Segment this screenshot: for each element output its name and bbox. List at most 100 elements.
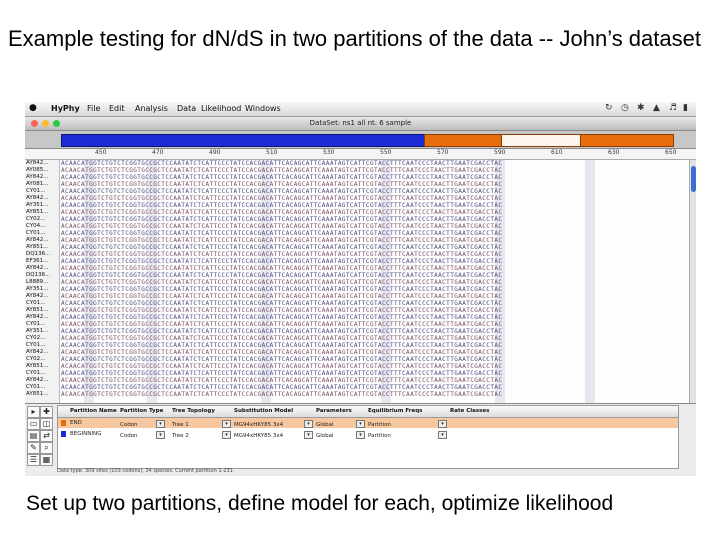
sequence-name[interactable]: L8889...	[26, 279, 49, 285]
sequence-row[interactable]: ACAACATGGTCTGTCTCGGTGCCGCTCCAATATCTCATTC…	[61, 174, 503, 181]
sequence-name[interactable]: CY02...	[26, 335, 46, 341]
battery-icon[interactable]: ▮	[683, 103, 688, 113]
sequence-row[interactable]: ACAACATGGTCTGTCTCGGTGCCGCTCCAATATCTCATTC…	[61, 293, 503, 300]
header-tree-topology[interactable]: Tree Topology	[172, 408, 215, 414]
sequence-name[interactable]: AY842...	[26, 377, 49, 383]
bluetooth-icon[interactable]: ✱	[637, 103, 645, 113]
window-minimize-button[interactable]	[42, 120, 49, 127]
menu-analysis[interactable]: Analysis	[135, 104, 168, 113]
sequence-row[interactable]: ACAACATGGTCTGTCTCGGTGCCGCTCCAATATCTCATTC…	[61, 244, 503, 251]
sync-icon[interactable]: ↻	[605, 103, 613, 113]
sequence-name[interactable]: EF361...	[26, 258, 49, 264]
sequence-name[interactable]: AY842...	[26, 314, 49, 320]
sequence-row[interactable]: ACAACATGGTCTGTCTCGGTGCCGCTCCAATATCTCATTC…	[61, 307, 503, 314]
window-close-button[interactable]	[31, 120, 38, 127]
edit-tool-icon[interactable]: ✎	[27, 442, 40, 454]
sequence-name[interactable]: AY842...	[26, 174, 49, 180]
partition-position-bar[interactable]	[25, 131, 696, 149]
sequence-name[interactable]: CY01...	[26, 370, 46, 376]
sequence-name[interactable]: AY842...	[26, 195, 49, 201]
add-partition-icon[interactable]: ✚	[40, 406, 53, 418]
chevron-down-icon[interactable]: ▾	[438, 420, 447, 428]
sequence-row[interactable]: ACAACATGGTCTGTCTCGGTGCCGCTCCAATATCTCATTC…	[61, 391, 503, 398]
swap-tool-icon[interactable]: ⇄	[40, 430, 53, 442]
sequence-name[interactable]: AY081...	[26, 181, 49, 187]
sequence-name[interactable]: CY01...	[26, 230, 46, 236]
sequence-row[interactable]: ACAACATGGTCTGTCTCGGTGCCGCTCCAATATCTCATTC…	[61, 230, 503, 237]
menu-tool-icon[interactable]: ☰	[27, 454, 40, 466]
sequence-row[interactable]: ACAACATGGTCTGTCTCGGTGCCGCTCCAATATCTCATTC…	[61, 363, 503, 370]
sequence-name[interactable]: AY351...	[26, 202, 49, 208]
sequence-row[interactable]: ACAACATGGTCTGTCTCGGTGCCGCTCCAATATCTCATTC…	[61, 258, 503, 265]
header-equilibrium-freqs[interactable]: Equilibrium Freqs	[368, 408, 423, 414]
partition-row-end[interactable]: END Codon ▾ Tree 1 ▾ MG94xHKY85 3x4 ▾ Gl…	[58, 418, 678, 428]
chevron-down-icon[interactable]: ▾	[304, 420, 313, 428]
sequence-name[interactable]: DQ136...	[26, 272, 51, 278]
chevron-down-icon[interactable]: ▾	[222, 420, 231, 428]
volume-icon[interactable]: ♬	[669, 103, 678, 113]
sequence-row[interactable]: ACAACATGGTCTGTCTCGGTGCCGCTCCAATATCTCATTC…	[61, 195, 503, 202]
wifi-icon[interactable]: ▲	[653, 103, 660, 113]
grid-tool-icon[interactable]: ▦	[40, 454, 53, 466]
sequence-row[interactable]: ACAACATGGTCTGTCTCGGTGCCGCTCCAATATCTCATTC…	[61, 314, 503, 321]
sequence-name[interactable]: CY02...	[26, 216, 46, 222]
sequence-row[interactable]: ACAACATGGTCTGTCTCGGTGCCGCTCCAATATCTCATTC…	[61, 237, 503, 244]
list-tool-icon[interactable]: ▤	[27, 430, 40, 442]
window-zoom-button[interactable]	[53, 120, 60, 127]
sequence-row[interactable]: ACAACATGGTCTGTCTCGGTGCCGCTCCAATATCTCATTC…	[61, 384, 503, 391]
sequence-row[interactable]: ACAACATGGTCTGTCTCGGTGCCGCTCCAATATCTCATTC…	[61, 181, 503, 188]
sequence-name[interactable]: AY085...	[26, 167, 49, 173]
sequence-name[interactable]: AY851...	[26, 307, 49, 313]
sequence-name[interactable]: CY01...	[26, 188, 46, 194]
sequence-name[interactable]: CY02...	[26, 356, 46, 362]
menu-app-name[interactable]: HyPhy	[51, 104, 80, 113]
sequence-row[interactable]: ACAACATGGTCTGTCTCGGTGCCGCTCCAATATCTCATTC…	[61, 167, 503, 174]
partition-end-span-tail[interactable]	[580, 134, 674, 147]
scrollbar-thumb[interactable]	[691, 166, 696, 192]
sequence-row[interactable]: ACAACATGGTCTGTCTCGGTGCCGCTCCAATATCTCATTC…	[61, 160, 503, 167]
sequence-name[interactable]: CY04...	[26, 223, 46, 229]
partition-name[interactable]: END	[70, 420, 82, 426]
alignment-view[interactable]: AY842... AY085... AY842... AY081... CY01... A…	[25, 160, 689, 403]
sequence-name[interactable]: AY851...	[26, 209, 49, 215]
sequence-row[interactable]: ACAACATGGTCTGTCTCGGTGCCGCTCCAATATCTCATTC…	[61, 286, 503, 293]
sequence-row[interactable]: ACAACATGGTCTGTCTCGGTGCCGCTCCAATATCTCATTC…	[61, 328, 503, 335]
sequence-row[interactable]: ACAACATGGTCTGTCTCGGTGCCGCTCCAATATCTCATTC…	[61, 265, 503, 272]
header-parameters[interactable]: Parameters	[316, 408, 352, 414]
sequence-name[interactable]: CY01...	[26, 300, 46, 306]
header-rate-classes[interactable]: Rate Classes	[450, 408, 490, 414]
chevron-down-icon[interactable]: ▾	[304, 431, 313, 439]
sequence-name[interactable]: CY01...	[26, 384, 46, 390]
sequence-row[interactable]: ACAACATGGTCTGTCTCGGTGCCGCTCCAATATCTCATTC…	[61, 349, 503, 356]
sequence-row[interactable]: ACAACATGGTCTGTCTCGGTGCCGCTCCAATATCTCATTC…	[61, 272, 503, 279]
clock-icon[interactable]: ◷	[621, 103, 629, 113]
sequence-row[interactable]: ACAACATGGTCTGTCTCGGTGCCGCTCCAATATCTCATTC…	[61, 342, 503, 349]
sequence-row[interactable]: ACAACATGGTCTGTCTCGGTGCCGCTCCAATATCTCATTC…	[61, 335, 503, 342]
sequence-name[interactable]: AY351...	[26, 286, 49, 292]
select-tool-icon[interactable]: ▸	[27, 406, 40, 418]
chevron-down-icon[interactable]: ▾	[156, 420, 165, 428]
apple-menu-icon[interactable]: ●	[29, 103, 37, 113]
window-tool-icon[interactable]: ▭	[27, 418, 40, 430]
sequence-row[interactable]: ACAACATGGTCTGTCTCGGTGCCGCTCCAATATCTCATTC…	[61, 321, 503, 328]
sequence-row[interactable]: ACAACATGGTCTGTCTCGGTGCCGCTCCAATATCTCATTC…	[61, 370, 503, 377]
chevron-down-icon[interactable]: ▾	[356, 420, 365, 428]
sequence-row[interactable]: ACAACATGGTCTGTCTCGGTGCCGCTCCAATATCTCATTC…	[61, 202, 503, 209]
menu-edit[interactable]: Edit	[109, 104, 125, 113]
header-substitution-model[interactable]: Substitution Model	[234, 408, 294, 414]
split-tool-icon[interactable]: ◫	[40, 418, 53, 430]
sequence-name[interactable]: DQ136...	[26, 251, 51, 257]
sequence-row[interactable]: ACAACATGGTCTGTCTCGGTGCCGCTCCAATATCTCATTC…	[61, 377, 503, 384]
sequence-name[interactable]: AY842...	[26, 349, 49, 355]
chevron-down-icon[interactable]: ▾	[156, 431, 165, 439]
sequence-name[interactable]: AY842...	[26, 265, 49, 271]
magnify-tool-icon[interactable]: ⌕	[40, 442, 53, 454]
sequence-name[interactable]: AY351...	[26, 328, 49, 334]
chevron-down-icon[interactable]: ▾	[356, 431, 365, 439]
sequence-name[interactable]: AY851...	[26, 363, 49, 369]
header-partition-type[interactable]: Partition Type	[120, 408, 164, 414]
vertical-scrollbar[interactable]	[689, 160, 696, 403]
menu-file[interactable]: File	[87, 104, 101, 113]
sequence-name[interactable]: AY851...	[26, 391, 49, 397]
sequence-row[interactable]: ACAACATGGTCTGTCTCGGTGCCGCTCCAATATCTCATTC…	[61, 216, 503, 223]
